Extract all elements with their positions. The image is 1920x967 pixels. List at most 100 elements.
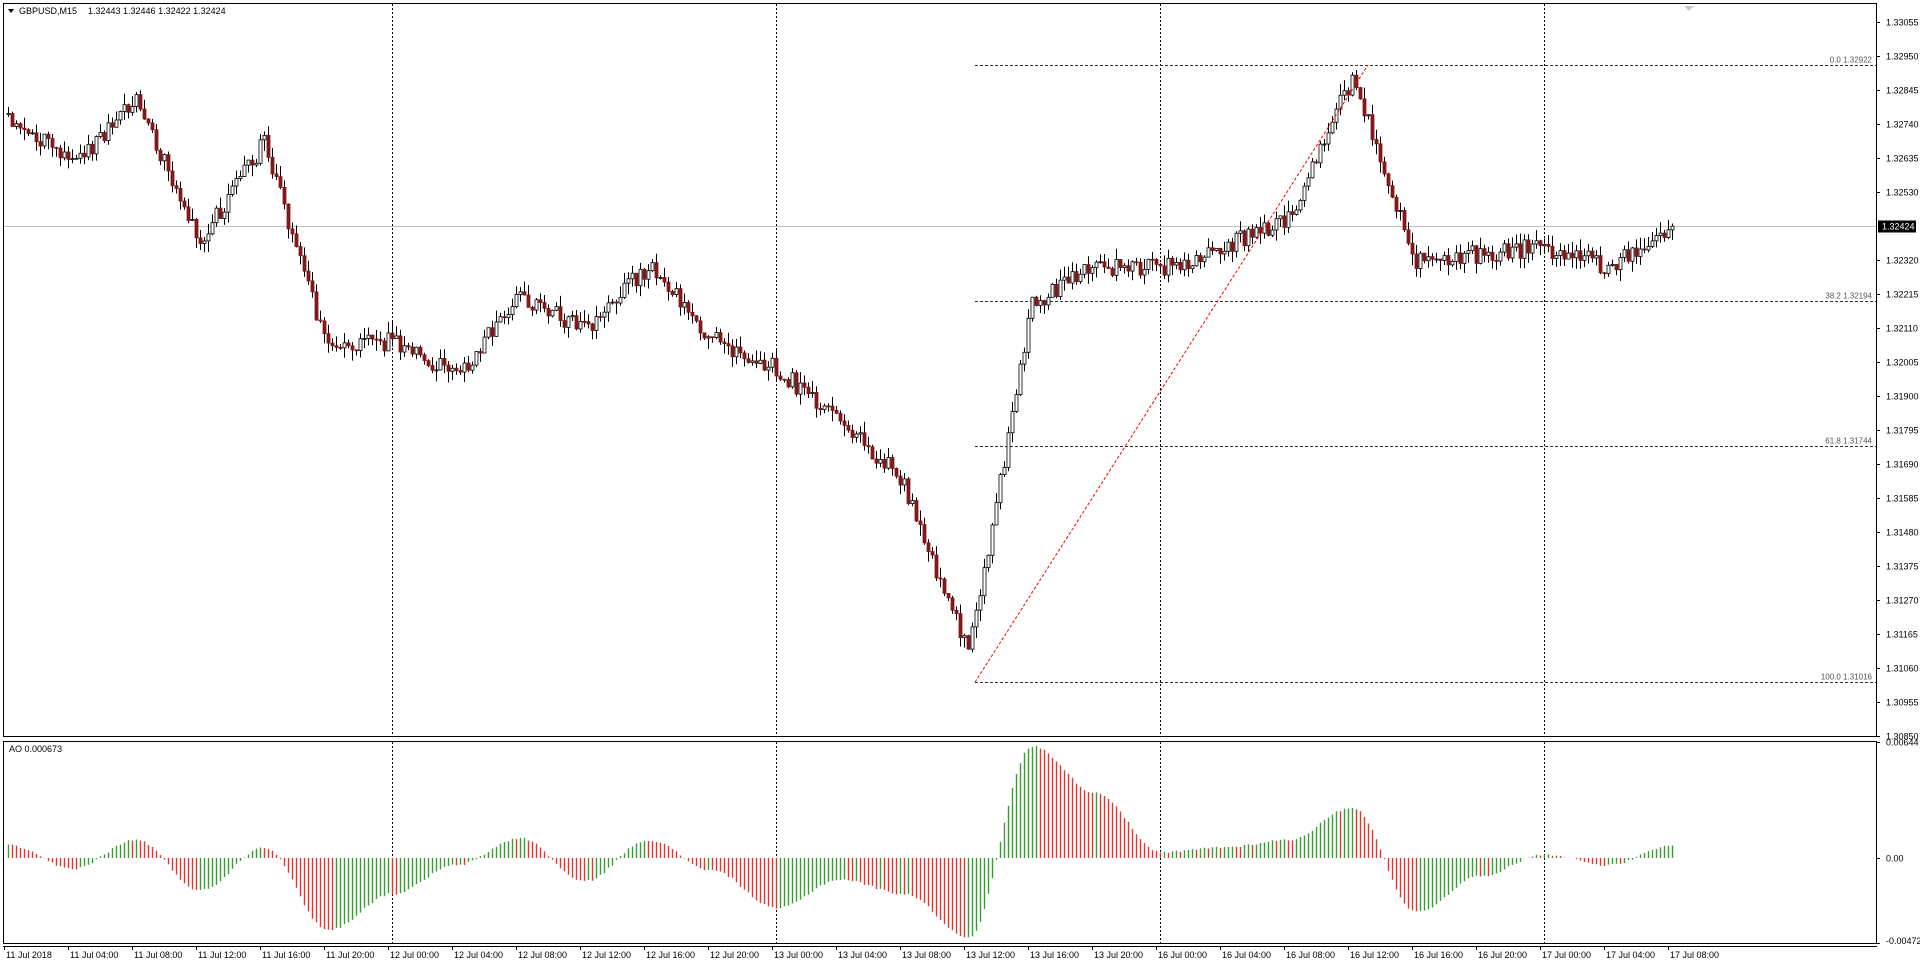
candle-body-bull	[986, 554, 991, 568]
candlestick	[922, 517, 927, 545]
candle-body-bear	[1642, 248, 1647, 251]
candlestick	[354, 349, 359, 356]
candle-body-bull	[810, 392, 815, 395]
candlestick	[758, 351, 763, 365]
candle-body-bull	[1050, 284, 1055, 298]
time-tick-label: 11 Jul 16:00	[262, 950, 310, 960]
candle-body-bull	[494, 321, 499, 337]
candle-body-bull	[1670, 225, 1675, 231]
candle-body-bull	[534, 299, 539, 311]
time-tick-label: 16 Jul 00:00	[1158, 950, 1207, 960]
candlestick	[14, 120, 19, 130]
candle-body-bear	[882, 458, 887, 469]
candle-body-bull	[1294, 209, 1299, 215]
candlestick	[1642, 238, 1647, 254]
candle-body-bull	[1122, 265, 1127, 268]
candlestick	[1514, 234, 1519, 252]
fibonacci-trend-line[interactable]	[974, 64, 1369, 683]
candle-body-bear	[806, 386, 811, 395]
candle-body-bear	[922, 524, 927, 544]
candle-body-bear	[918, 520, 923, 526]
candlestick	[638, 262, 643, 297]
candle-body-bull	[578, 320, 583, 330]
chart-shift-marker-icon[interactable]	[1684, 6, 1694, 11]
candle-body-bull	[1246, 228, 1251, 247]
candlestick	[674, 281, 679, 298]
candlestick	[1622, 245, 1627, 262]
candlestick	[482, 329, 487, 354]
time-tick-label: 16 Jul 20:00	[1478, 950, 1527, 960]
price-tick-label: 1.31060	[1886, 664, 1919, 674]
candle-body-bear	[710, 336, 715, 339]
candlestick	[30, 129, 35, 135]
candle-body-bull	[78, 152, 83, 159]
candle-body-bull	[682, 302, 687, 308]
candle-body-bear	[310, 280, 315, 293]
candlestick	[714, 326, 719, 340]
candlestick	[846, 420, 851, 433]
candlestick	[1482, 244, 1487, 263]
candle-body-bull	[1002, 466, 1007, 476]
candle-body-bear	[842, 420, 847, 426]
candlestick	[706, 335, 711, 349]
candle-body-bear	[218, 207, 223, 219]
price-axis[interactable]: 1.33055 1.32950 1.32845 1.32740 1.32635 1.325…	[1876, 18, 1919, 742]
candlestick	[42, 133, 47, 150]
candlestick	[586, 314, 591, 329]
candle-body-bull	[1078, 273, 1083, 283]
candle-body-bear	[730, 345, 735, 358]
candlestick	[1314, 159, 1319, 165]
candlestick	[1466, 242, 1471, 263]
candlestick	[938, 567, 943, 588]
candlestick	[502, 310, 507, 325]
candlestick	[610, 298, 615, 305]
candlestick	[1038, 295, 1043, 313]
candlestick	[998, 472, 1003, 510]
candle-body-bull	[1486, 251, 1491, 256]
candle-body-bull	[1514, 243, 1519, 248]
candle-body-bear	[478, 351, 483, 354]
candle-body-bear	[66, 151, 71, 160]
candlestick	[1202, 255, 1207, 268]
candlestick	[382, 337, 387, 357]
time-tick-label: 13 Jul 20:00	[1094, 950, 1143, 960]
candlestick	[1494, 254, 1499, 270]
candlestick	[602, 306, 607, 328]
candle-body-bear	[802, 382, 807, 388]
candle-body-bull	[1606, 264, 1611, 275]
candlestick	[898, 470, 903, 495]
candle-body-bear	[22, 127, 27, 130]
candle-body-bear	[866, 445, 871, 448]
candle-body-bull	[1302, 185, 1307, 201]
candle-body-bear	[266, 134, 271, 158]
candlestick	[422, 352, 427, 365]
fib-trend-line[interactable]	[974, 64, 1369, 683]
candlestick	[1490, 245, 1495, 269]
candle-body-bull	[1462, 252, 1467, 264]
candlestick	[894, 467, 899, 479]
candle-body-bull	[450, 367, 455, 372]
candle-body-bear	[1106, 266, 1111, 269]
candle-body-bear	[818, 407, 823, 411]
candle-body-bull	[1510, 246, 1515, 259]
candlestick	[258, 134, 263, 166]
candle-body-bear	[1290, 211, 1295, 215]
candlestick	[1150, 251, 1155, 271]
time-tick-label: 13 Jul 04:00	[838, 950, 887, 960]
candle-body-bull	[1318, 143, 1323, 164]
candlestick	[1022, 347, 1027, 372]
time-axis[interactable]: 11 Jul 2018 11 Jul 04:00 11 Jul 08:00 11 Ju…	[4, 946, 1720, 960]
candle-body-bull	[602, 311, 607, 318]
candlestick	[1654, 227, 1659, 248]
candlestick	[378, 331, 383, 345]
candle-body-bear	[1378, 143, 1383, 163]
candle-body-bear	[1362, 98, 1367, 117]
candlestick	[10, 111, 15, 127]
candle-body-bull	[1650, 240, 1655, 247]
candle-body-bull	[1286, 211, 1291, 228]
candlestick	[118, 110, 123, 125]
candle-body-bear	[390, 332, 395, 340]
symbol-dropdown-icon[interactable]	[8, 9, 14, 13]
candlestick	[1462, 251, 1467, 274]
